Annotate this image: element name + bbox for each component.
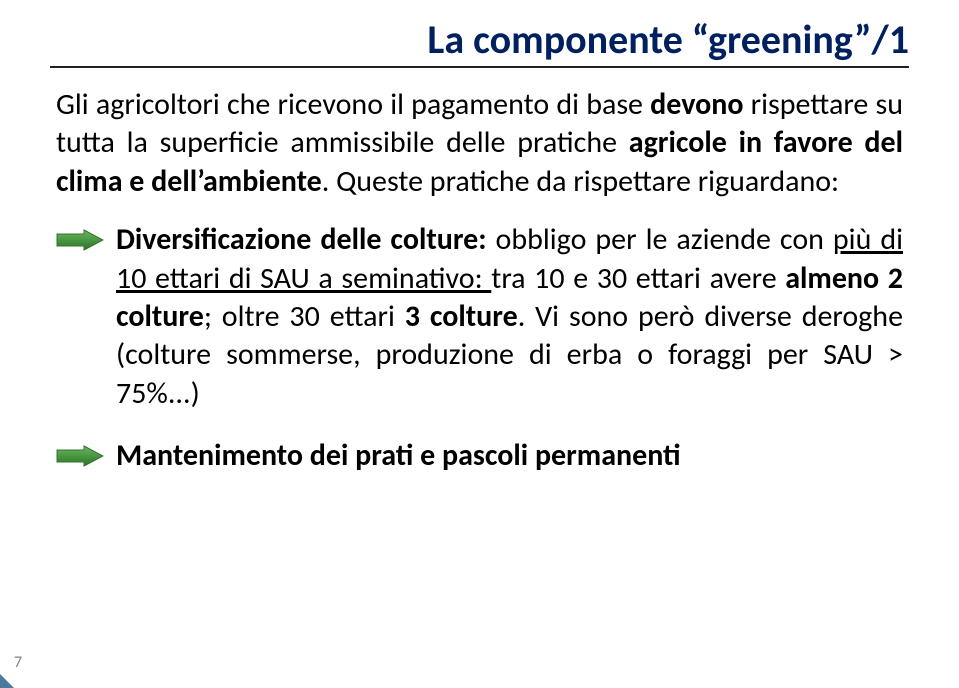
slide: La componente “greening”/1 Gli agricolto… <box>0 0 959 688</box>
arrow-icon <box>56 437 116 472</box>
title-rule <box>50 66 909 68</box>
bullet-item: Mantenimento dei prati e pascoli permane… <box>56 437 909 475</box>
bullet-list: Diversificazione delle colture: obbligo … <box>56 221 909 475</box>
corner-decoration-icon <box>0 674 14 688</box>
page-title: La componente “greening”/1 <box>50 18 909 62</box>
bullet-text: Mantenimento dei prati e pascoli permane… <box>116 437 909 475</box>
page-number: 7 <box>14 653 22 672</box>
bullet-item: Diversificazione delle colture: obbligo … <box>56 221 909 413</box>
intro-paragraph: Gli agricoltori che ricevono il pagament… <box>56 86 903 201</box>
title-wrap: La componente “greening”/1 <box>50 18 917 62</box>
arrow-icon <box>56 221 116 256</box>
bullet-text: Diversificazione delle colture: obbligo … <box>116 221 909 413</box>
